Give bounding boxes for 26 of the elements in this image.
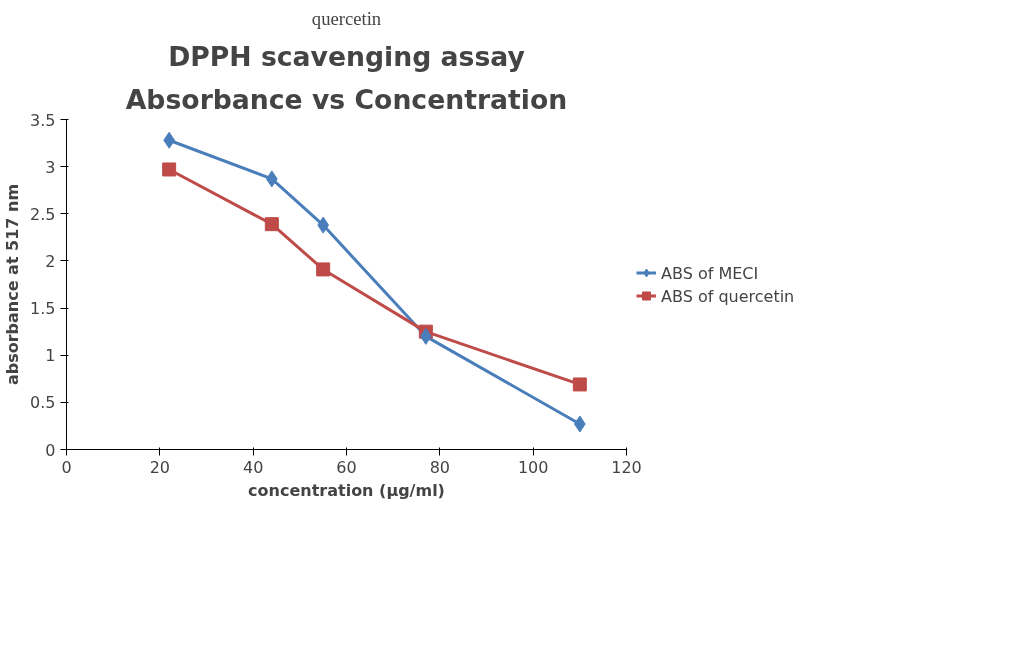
x-tick-label: 120 bbox=[611, 457, 642, 477]
point bbox=[264, 217, 279, 232]
text: quercetin bbox=[311, 7, 382, 29]
y-axis-title: absorbance at 517 nm bbox=[3, 183, 23, 386]
point bbox=[316, 262, 331, 277]
x-tick-label: 100 bbox=[517, 457, 549, 477]
y-tick-label: 2 bbox=[45, 251, 56, 271]
chart-subtitle: Absorbance vs Concentration bbox=[125, 83, 568, 115]
x-tick-label: 60 bbox=[336, 457, 357, 477]
y-tick-label: 2.5 bbox=[30, 204, 56, 224]
legend-label: ABS of quercetin bbox=[661, 286, 795, 305]
chart-title: DPPH scavenging assay bbox=[168, 40, 525, 72]
x-tick-label: 20 bbox=[149, 457, 171, 477]
y-tick-label: 1.5 bbox=[30, 299, 56, 319]
y-tick-label: 0.5 bbox=[30, 393, 56, 413]
y-tick-label: 0 bbox=[45, 440, 56, 460]
x-axis-title: concentration (µg/ml) bbox=[248, 480, 445, 500]
y-tick-label: 1 bbox=[45, 346, 56, 366]
y-tick-label: 3.5 bbox=[30, 110, 56, 130]
point bbox=[162, 162, 177, 177]
y-tick-label: 3 bbox=[45, 157, 56, 177]
x-tick-label: 0 bbox=[61, 457, 72, 477]
legend-label: ABS of MECI bbox=[661, 263, 759, 282]
point bbox=[572, 377, 587, 392]
x-tick-label: 40 bbox=[242, 457, 264, 477]
x-tick-label: 80 bbox=[429, 457, 451, 477]
